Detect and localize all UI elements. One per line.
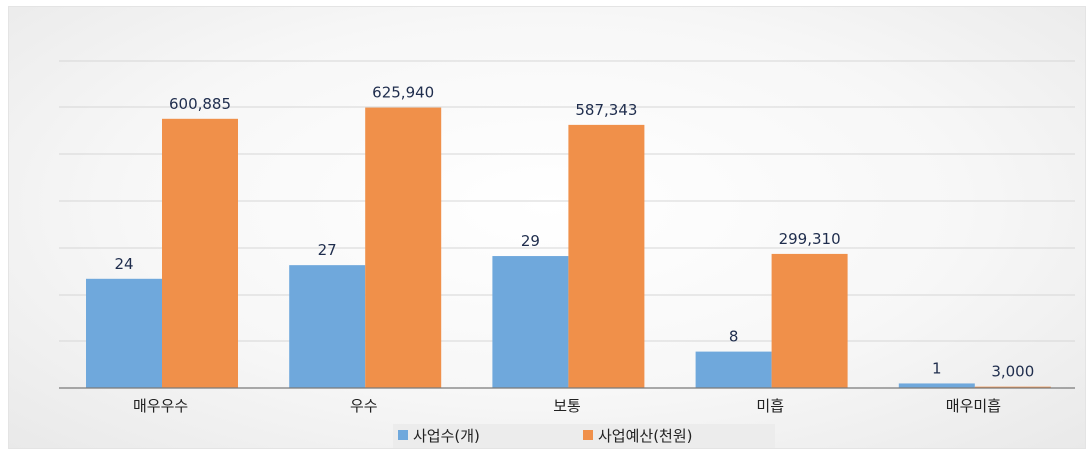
- data-label-business-budget-average: 587,343: [575, 101, 637, 119]
- chart-frame: 24 27 29 8 1 600,885 625,940 587,343 299,310 3,00…: [8, 6, 1086, 449]
- x-tick-label-very-good: 매우우수: [133, 397, 188, 415]
- data-label-business-budget-very-poor: 3,000: [991, 363, 1034, 381]
- x-tick-label-poor: 미흡: [756, 397, 784, 415]
- data-labels: 24 27 29 8 1 600,885 625,940 587,343 299,310 3,00…: [114, 84, 1034, 381]
- data-label-business-budget-poor: 299,310: [779, 230, 841, 248]
- data-label-business-count-poor: 8: [729, 328, 739, 346]
- data-label-business-count-very-poor: 1: [932, 359, 942, 377]
- legend-label-business-budget: 사업예산(천원): [598, 427, 693, 445]
- x-axis-tick-labels: 매우우수 우수 보통 미흡 매우미흡: [133, 397, 1001, 415]
- data-label-business-count-average: 29: [521, 232, 540, 250]
- x-tick-label-good: 우수: [350, 397, 378, 415]
- legend-swatch-business-count: [398, 430, 408, 440]
- legend-label-business-count: 사업수(개): [413, 427, 480, 445]
- x-tick-label-very-poor: 매우미흡: [946, 397, 1001, 415]
- data-label-business-count-good: 27: [318, 241, 337, 259]
- bar-business-count-good: [289, 265, 366, 388]
- x-tick-label-average: 보통: [553, 397, 581, 415]
- bars: [86, 107, 1051, 389]
- data-label-business-budget-good: 625,940: [372, 84, 434, 102]
- data-label-business-count-very-good: 24: [114, 255, 133, 273]
- bar-business-budget-average: [568, 124, 645, 389]
- bar-business-count-very-poor: [898, 383, 975, 388]
- bar-chart: 24 27 29 8 1 600,885 625,940 587,343 299,310 3,00…: [59, 60, 1075, 448]
- bar-business-count-average: [492, 256, 569, 388]
- bar-business-count-very-good: [86, 278, 162, 388]
- legend-swatch-business-budget: [583, 430, 593, 440]
- bar-business-budget-poor: [771, 253, 848, 388]
- bar-business-budget-very-poor: [974, 386, 1051, 388]
- data-label-business-budget-very-good: 600,885: [169, 95, 231, 113]
- bar-business-budget-very-good: [162, 118, 238, 388]
- bar-business-count-poor: [695, 351, 772, 388]
- bar-business-budget-good: [365, 107, 442, 388]
- legend: 사업수(개) 사업예산(천원): [393, 424, 775, 448]
